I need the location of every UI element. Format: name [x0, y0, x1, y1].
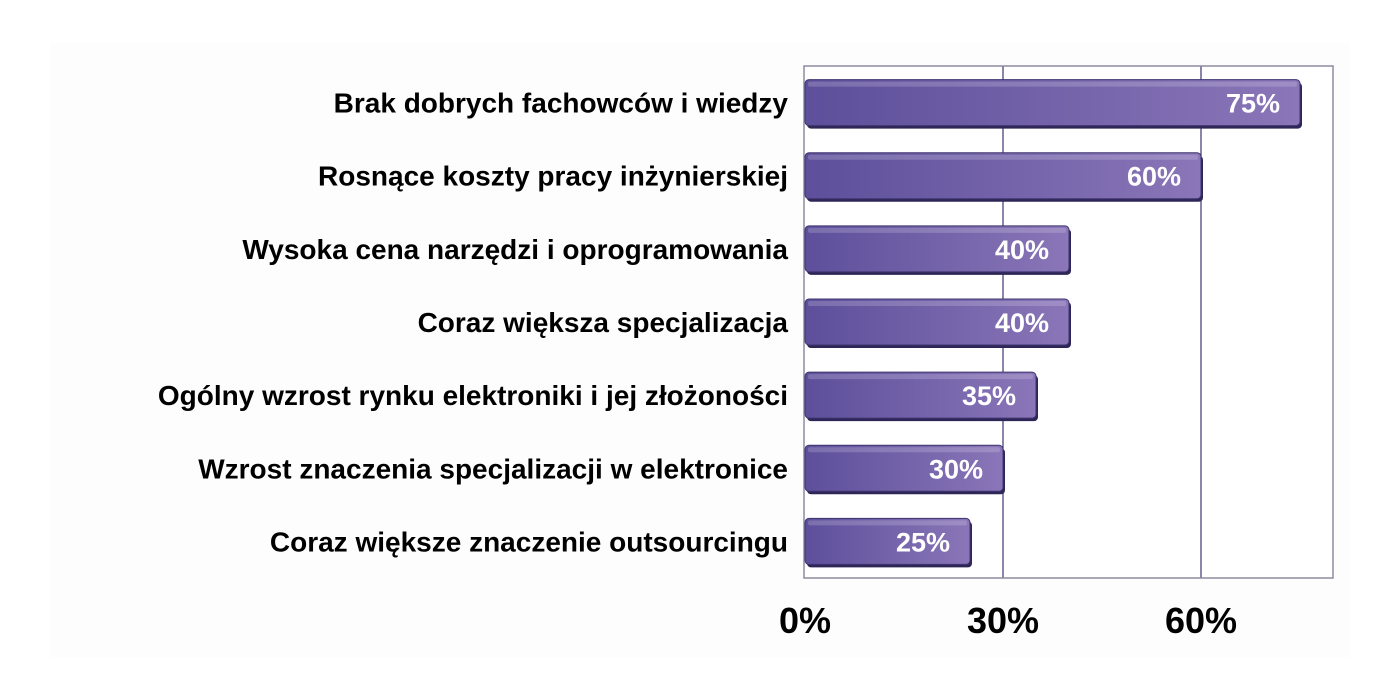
bar: [804, 517, 971, 565]
bar: [804, 371, 1037, 419]
bar: [804, 444, 1004, 492]
bar-group: 40%: [804, 225, 1071, 275]
bars: 75% 60% 40% 40% 35% 30% 25%: [804, 79, 1302, 568]
bar: [804, 152, 1202, 200]
bar-highlight: [808, 227, 1066, 233]
bar-data-label: 25%: [896, 527, 950, 557]
category-label: Rosnące koszty pracy inżynierskiej: [318, 161, 788, 192]
x-tick-label: 0%: [779, 600, 831, 641]
bar: [804, 298, 1070, 346]
bar-data-label: 75%: [1226, 89, 1280, 119]
bar-data-label: 60%: [1127, 162, 1181, 192]
plot-border: [803, 65, 1334, 579]
bar-highlight: [808, 81, 1297, 87]
bar-group: 60%: [804, 152, 1203, 202]
bar-group: 30%: [804, 444, 1005, 495]
category-labels: Brak dobrych fachowców i wiedzy Rosnące k…: [158, 88, 789, 558]
bar-data-label: 30%: [929, 454, 983, 484]
category-label: Brak dobrych fachowców i wiedzy: [334, 88, 789, 119]
category-label: Wzrost znaczenia specjalizacji w elektro…: [198, 453, 788, 484]
bar-group: 75%: [804, 79, 1302, 129]
bar-highlight: [808, 301, 1066, 306]
bar-data-label: 40%: [995, 308, 1049, 338]
bar-group: 40%: [804, 298, 1071, 348]
bar-highlight: [808, 447, 1000, 453]
x-tick-label: 30%: [967, 600, 1039, 641]
x-tick-label: 60%: [1165, 600, 1237, 641]
bar-group: 25%: [804, 517, 972, 568]
x-axis-tick-labels: 0% 30% 60%: [779, 600, 1237, 641]
bar-data-label: 40%: [995, 235, 1049, 265]
bar-highlight: [808, 154, 1198, 160]
category-label: Ogólny wzrost rynku elektroniki i jej zł…: [158, 380, 788, 411]
category-label: Coraz większe znaczenie outsourcingu: [270, 526, 788, 557]
bar-data-label: 35%: [962, 381, 1016, 411]
bar: [804, 79, 1301, 127]
category-label: Wysoka cena narzędzi i oprogramowania: [242, 234, 788, 265]
bar-group: 35%: [804, 371, 1038, 422]
category-label: Coraz większa specjalizacja: [418, 307, 789, 338]
bar-highlight: [808, 520, 967, 526]
bar-highlight: [808, 374, 1033, 380]
bar: [804, 225, 1070, 273]
